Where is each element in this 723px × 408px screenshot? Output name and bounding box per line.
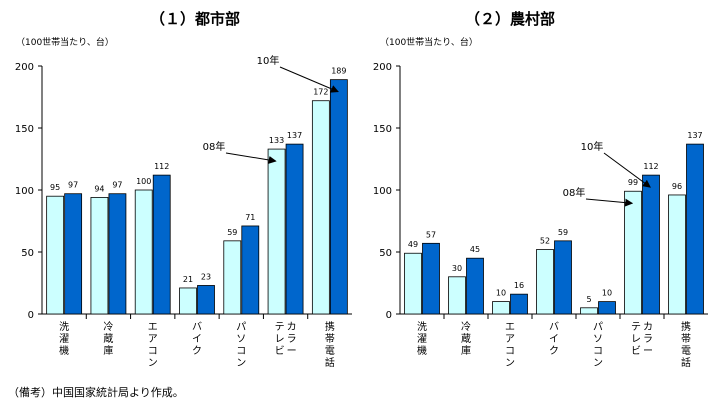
chart-rural: （２）農村部 （100世帯当たり、台） 0 50 100 150 200 49 57 洗濯機 30 4… xyxy=(373,10,708,369)
bar-08 xyxy=(580,307,598,315)
data-label: 95 xyxy=(50,183,60,192)
bar-08 xyxy=(179,287,197,315)
bar-10 xyxy=(152,174,171,315)
data-label: 189 xyxy=(331,67,346,76)
bar-08 xyxy=(668,194,686,315)
bar-08 xyxy=(624,190,642,315)
category-label: カラーテレビ xyxy=(631,321,653,357)
data-label: 112 xyxy=(643,162,658,171)
data-label: 100 xyxy=(136,177,151,186)
bar-08 xyxy=(311,100,330,315)
annotation-label: 08年 xyxy=(563,186,586,199)
bar-10 xyxy=(642,174,660,315)
bar-10 xyxy=(510,293,528,315)
data-label: 5 xyxy=(586,295,591,304)
y-tick-label: 50 xyxy=(21,248,34,259)
y-tick-label: 150 xyxy=(373,124,392,135)
bar-08 xyxy=(223,240,242,315)
annotation-arrow xyxy=(225,152,277,164)
bar-10 xyxy=(197,285,215,315)
bar-10 xyxy=(686,143,704,315)
bar-08 xyxy=(492,301,510,315)
data-label: 133 xyxy=(269,136,284,145)
data-label: 137 xyxy=(687,131,702,140)
data-label: 16 xyxy=(514,281,524,290)
bar-10 xyxy=(554,240,572,315)
data-label: 10 xyxy=(602,289,612,298)
chart-urban: （１）都市部 （100世帯当たり、台） 0 50 100 150 200 95 97 洗濯機 94 9… xyxy=(15,10,352,369)
bar-10 xyxy=(422,242,440,315)
unit-label: （100世帯当たり、台） xyxy=(380,36,478,48)
data-label: 21 xyxy=(183,275,193,284)
data-label: 172 xyxy=(313,88,328,97)
bar-10 xyxy=(64,193,83,315)
bar-10 xyxy=(108,193,127,315)
data-label: 99 xyxy=(628,178,638,187)
data-label: 23 xyxy=(201,272,211,281)
data-label: 10 xyxy=(496,289,506,298)
category-label: バイク xyxy=(549,321,559,357)
data-label: 96 xyxy=(672,182,682,191)
data-label: 49 xyxy=(408,240,418,249)
data-label: 97 xyxy=(68,181,78,190)
bar-10 xyxy=(466,257,484,315)
category-label: エアコン xyxy=(148,322,158,369)
y-tick-label: 200 xyxy=(15,62,34,73)
annotation-arrow xyxy=(603,152,651,188)
y-tick-label: 0 xyxy=(386,310,392,321)
bar-08 xyxy=(448,276,466,315)
data-label: 57 xyxy=(426,230,436,239)
data-label: 97 xyxy=(112,181,122,190)
data-label: 30 xyxy=(452,264,462,273)
data-label: 137 xyxy=(287,131,302,140)
data-label: 112 xyxy=(154,162,169,171)
bar-08 xyxy=(536,249,554,315)
bar-10 xyxy=(598,301,616,315)
y-tick-label: 100 xyxy=(373,186,392,197)
chart-title: （１）都市部 xyxy=(150,10,240,28)
category-label: パソコン xyxy=(236,321,246,369)
category-label: 洗濯機 xyxy=(59,321,69,357)
category-label: エアコン xyxy=(505,322,515,369)
bar-08 xyxy=(267,148,286,315)
data-label: 52 xyxy=(540,237,550,246)
category-label: バイク xyxy=(192,321,202,357)
y-tick-label: 100 xyxy=(15,186,34,197)
y-tick-label: 150 xyxy=(15,124,34,135)
bar-08 xyxy=(404,252,422,315)
bar-08 xyxy=(46,195,65,315)
data-label: 71 xyxy=(245,213,255,222)
bar-08 xyxy=(90,197,109,315)
bar-10 xyxy=(241,225,260,315)
annotation-arrow xyxy=(279,66,339,93)
y-tick-label: 50 xyxy=(379,248,392,259)
category-label: 携帯電話 xyxy=(681,320,691,369)
unit-label: （100世帯当たり、台） xyxy=(16,36,114,48)
bar-10 xyxy=(329,79,348,315)
bar-08 xyxy=(134,189,153,315)
category-label: 携帯電話 xyxy=(325,320,335,369)
chart-title: （２）農村部 xyxy=(465,10,555,28)
y-tick-label: 0 xyxy=(28,310,34,321)
data-label: 59 xyxy=(558,228,568,237)
data-label: 45 xyxy=(470,245,480,254)
category-label: 冷蔵庫 xyxy=(461,320,471,357)
data-label: 59 xyxy=(227,228,237,237)
category-label: 冷蔵庫 xyxy=(103,320,113,357)
bar-10 xyxy=(285,143,304,315)
annotation-label: 08年 xyxy=(203,140,226,153)
annotation-label: 10年 xyxy=(257,54,280,67)
category-label: カラーテレビ xyxy=(275,321,297,357)
category-label: パソコン xyxy=(593,321,603,369)
data-label: 94 xyxy=(94,184,104,193)
category-label: 洗濯機 xyxy=(417,321,427,357)
y-tick-label: 200 xyxy=(373,62,392,73)
annotation-arrow xyxy=(585,198,634,207)
annotation-label: 10年 xyxy=(581,140,604,153)
source-note: （備考）中国国家統計局より作成。 xyxy=(8,386,184,399)
